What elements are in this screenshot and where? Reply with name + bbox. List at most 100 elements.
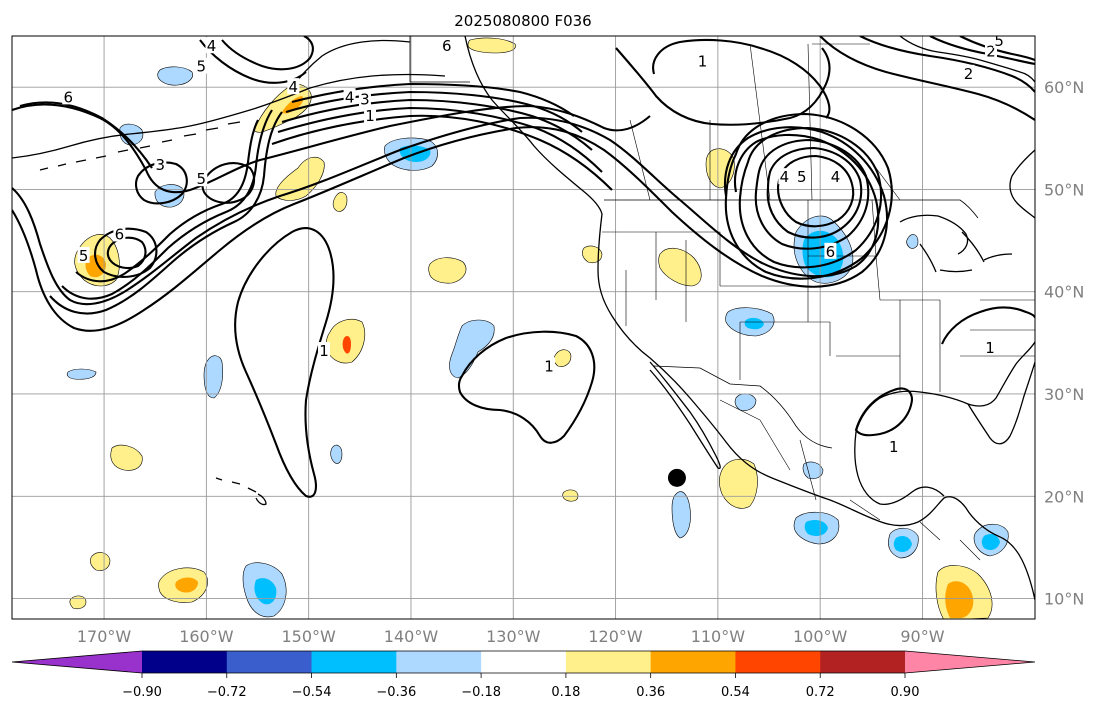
shade-region bbox=[157, 66, 193, 86]
latitude-tick-label: 30°N bbox=[1044, 385, 1084, 404]
contour-label-halo bbox=[358, 90, 371, 107]
shade-region bbox=[85, 254, 106, 278]
colorbar-tick-label: −0.18 bbox=[461, 685, 501, 700]
contour-label-halo bbox=[154, 155, 167, 172]
coastline-aleutians bbox=[39, 121, 241, 171]
colorbar-tick-label: 0.54 bbox=[721, 685, 750, 700]
coastline-hawaii bbox=[215, 477, 267, 506]
coastlines bbox=[12, 36, 1035, 601]
shade-region bbox=[893, 536, 912, 552]
contour-label: 2 bbox=[964, 65, 974, 83]
contour-line bbox=[738, 126, 882, 269]
coastline-hudson-bay bbox=[899, 36, 1035, 83]
contour-label-halo bbox=[62, 88, 75, 105]
colorbar-bin bbox=[735, 651, 821, 673]
contour-label: 4 bbox=[289, 78, 299, 96]
contour-label: 5 bbox=[797, 168, 807, 186]
contour-label: 5 bbox=[79, 247, 89, 265]
contour-label-halo bbox=[195, 57, 208, 74]
coastline-baja-california bbox=[649, 361, 721, 470]
contour-line bbox=[94, 227, 158, 278]
colorbar-tick-label: −0.72 bbox=[207, 685, 247, 700]
contour-line bbox=[49, 111, 283, 315]
contour-label-halo bbox=[887, 438, 900, 455]
contour-label: 4 bbox=[831, 168, 841, 186]
contour-label-halo bbox=[440, 37, 453, 54]
colorbar-tick-label: 0.18 bbox=[551, 685, 580, 700]
latitude-tick-label: 20°N bbox=[1044, 487, 1084, 506]
contour-label-halo bbox=[205, 37, 218, 54]
contour-label-halo bbox=[993, 36, 1006, 49]
shade-region bbox=[981, 534, 1000, 550]
contour-label: 4 bbox=[780, 168, 790, 186]
coastline-florida bbox=[967, 361, 1035, 445]
longitude-tick-label: 100°W bbox=[793, 627, 848, 646]
contour-label-halo bbox=[343, 88, 356, 105]
colorbar-tick-label: 0.90 bbox=[891, 685, 920, 700]
shade-region bbox=[90, 552, 111, 571]
colorbar-bin bbox=[481, 651, 567, 673]
colorbar-tick-label: 0.36 bbox=[636, 685, 665, 700]
contour-line bbox=[281, 98, 593, 151]
colorbar-tick-label: 0.72 bbox=[806, 685, 835, 700]
contour-line bbox=[766, 146, 863, 239]
contour-label: 1 bbox=[985, 339, 995, 357]
contour-label: 1 bbox=[889, 438, 899, 456]
longitude-tick-label: 130°W bbox=[486, 627, 541, 646]
border-alaska-canada bbox=[409, 36, 470, 83]
contour-label-halo bbox=[77, 246, 90, 263]
contour-label: 1 bbox=[698, 53, 708, 71]
shade-region bbox=[804, 520, 828, 536]
shade-region bbox=[582, 245, 603, 264]
contour-line bbox=[615, 47, 831, 126]
contour-label: 5 bbox=[994, 32, 1004, 50]
contour-line bbox=[201, 162, 256, 204]
contour-label-halo bbox=[113, 225, 126, 242]
longitude-tick-label: 140°W bbox=[384, 627, 439, 646]
contour-label-halo bbox=[696, 52, 709, 69]
colorbar-bin bbox=[311, 651, 397, 673]
contour-label: 3 bbox=[156, 156, 166, 174]
contour-label-halo bbox=[318, 342, 331, 359]
shade-region bbox=[449, 319, 495, 379]
contour-line bbox=[61, 109, 273, 300]
contour-line bbox=[19, 101, 153, 169]
contour-line bbox=[859, 36, 1035, 93]
contour-line bbox=[106, 236, 147, 270]
latitude-tick-label: 60°N bbox=[1044, 78, 1084, 97]
shade-region bbox=[175, 577, 198, 593]
contour-label-halo bbox=[795, 168, 808, 185]
longitude-tick-label: 150°W bbox=[281, 627, 336, 646]
border-mexico-states bbox=[719, 399, 981, 561]
shade-region bbox=[254, 84, 312, 133]
shade-region bbox=[330, 444, 343, 464]
shade-region bbox=[342, 336, 351, 354]
colorbar-tick-label: −0.90 bbox=[122, 685, 162, 700]
contour-label: 1 bbox=[544, 357, 554, 375]
contour-label-halo bbox=[543, 357, 556, 374]
figure-title: 2025080800 F036 bbox=[454, 12, 591, 30]
shade-region bbox=[66, 368, 97, 380]
contour-label: 3 bbox=[360, 90, 370, 108]
colorbar-bin bbox=[226, 651, 313, 673]
coastline-east-canada bbox=[1009, 149, 1035, 219]
contour-label-halo bbox=[287, 78, 300, 95]
contour-label-halo bbox=[778, 168, 791, 185]
location-marker bbox=[667, 468, 686, 487]
coastline-alaska bbox=[12, 73, 446, 159]
shade-region bbox=[802, 230, 844, 278]
contour-line bbox=[941, 306, 1035, 345]
contour-label-halo bbox=[824, 242, 837, 259]
colorbar: −0.90 −0.72 −0.54 −0.36 −0.18 0.18 0.36 0.54 0.7… bbox=[11, 650, 1036, 700]
shade-region bbox=[906, 234, 919, 249]
contour-line bbox=[819, 36, 1035, 121]
latitude-labels: 60°N 50°N 40°N 30°N 20°N 10°N bbox=[1044, 78, 1084, 608]
longitude-tick-label: 110°W bbox=[691, 627, 746, 646]
shade-region bbox=[110, 444, 143, 471]
longitude-tick-label: 160°W bbox=[179, 627, 234, 646]
colorbar-bin bbox=[142, 651, 228, 673]
shade-region bbox=[428, 257, 467, 284]
contour-label: 6 bbox=[826, 243, 836, 261]
